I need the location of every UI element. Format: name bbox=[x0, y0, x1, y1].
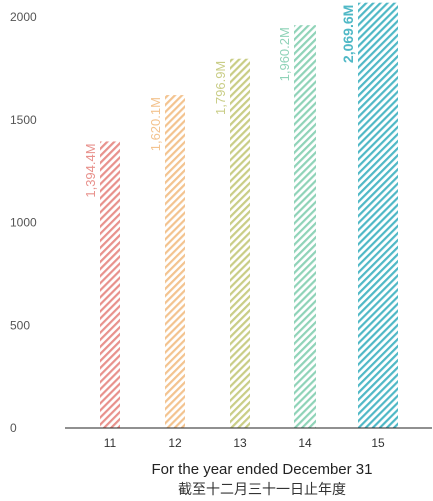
y-tick-label: 2000 bbox=[10, 10, 37, 24]
x-axis-title-chinese: 截至十二月三十一日止年度 bbox=[178, 481, 346, 497]
bar-15 bbox=[358, 2, 398, 428]
y-tick-label: 0 bbox=[10, 421, 17, 435]
x-tick-label-12: 12 bbox=[168, 436, 182, 450]
y-tick-label: 1500 bbox=[10, 113, 37, 127]
bar-14 bbox=[294, 25, 316, 429]
x-tick-label-14: 14 bbox=[298, 436, 312, 450]
value-label-12: 1,620.1M bbox=[148, 97, 163, 151]
x-axis: 11 12 13 14 15 bbox=[104, 436, 385, 450]
value-label-13: 1,796.9M bbox=[213, 61, 228, 115]
y-tick-label: 500 bbox=[10, 318, 30, 332]
bars-group bbox=[100, 2, 398, 429]
y-axis: 0 500 1000 1500 2000 bbox=[10, 10, 37, 435]
value-label-14: 1,960.2M bbox=[277, 27, 292, 81]
bar-13 bbox=[230, 58, 250, 428]
x-tick-label-13: 13 bbox=[233, 436, 247, 450]
x-tick-label-15: 15 bbox=[371, 436, 385, 450]
bar-12 bbox=[165, 95, 185, 428]
bar-11 bbox=[100, 141, 120, 428]
x-axis-title: For the year ended December 31 bbox=[152, 461, 373, 478]
value-label-15: 2,069.6M bbox=[340, 5, 356, 63]
value-label-11: 1,394.4M bbox=[83, 143, 98, 197]
y-tick-label: 1000 bbox=[10, 216, 37, 230]
x-tick-label-11: 11 bbox=[104, 436, 117, 450]
value-labels-group: 1,394.4M 1,620.1M 1,796.9M 1,960.2M 2,069.6M bbox=[83, 5, 356, 198]
